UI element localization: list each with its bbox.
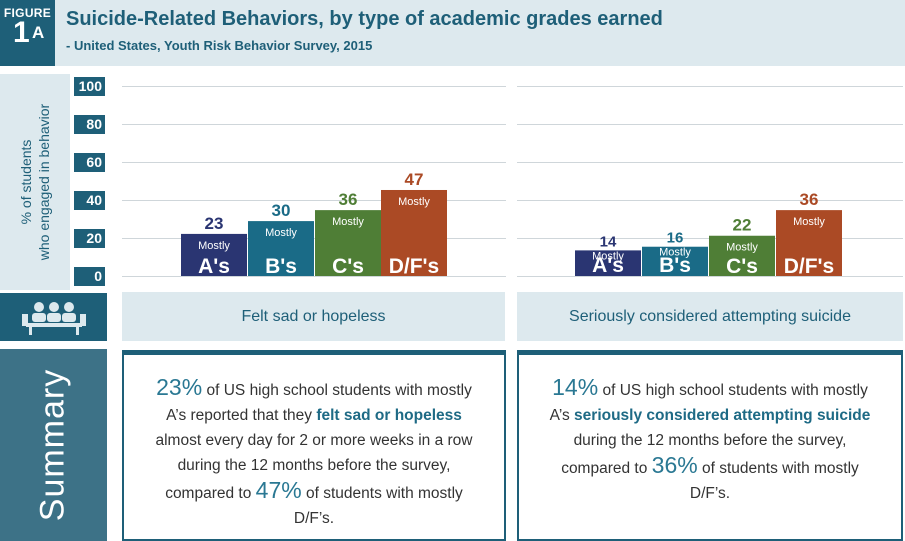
y-tick-label: 60	[74, 153, 105, 172]
bar	[575, 250, 641, 276]
bar-label-small: Mostly	[265, 227, 297, 239]
data-label: 22	[733, 216, 752, 235]
summary-stat: 14%	[552, 374, 599, 400]
y-tick-label: 20	[74, 229, 105, 248]
bar-label-small: Mostly	[793, 216, 825, 228]
bar-label-category: C's	[726, 255, 758, 278]
chart-subtitle: - United States, Youth Risk Behavior Sur…	[66, 38, 373, 53]
y-tick-label: 80	[74, 115, 105, 134]
bar-label-category: C's	[332, 255, 364, 278]
bar	[709, 235, 775, 276]
summary-panel: Summary	[0, 349, 107, 541]
summary-text: of students with mostly D/F’s.	[293, 485, 463, 527]
figure-number: 1	[13, 16, 30, 49]
chart-caption-1: Felt sad or hopeless	[122, 292, 505, 341]
header-band	[0, 0, 905, 66]
bar-label-small: Mostly	[659, 247, 691, 259]
bar	[315, 210, 381, 276]
chart-title: Suicide-Related Behaviors, by type of ac…	[66, 8, 663, 30]
y-tick-label: 40	[74, 191, 105, 210]
bar-label-small: Mostly	[332, 216, 364, 228]
data-label: 14	[600, 233, 617, 250]
data-label: 30	[272, 201, 291, 220]
summary-stat: 23%	[156, 374, 203, 400]
summary-emphasis: felt sad or hopeless	[316, 407, 462, 424]
summary-stat: 47%	[255, 477, 302, 503]
bar-label-category: B's	[659, 254, 691, 277]
summary-emphasis: seriously considered attempting suicide	[574, 407, 871, 424]
data-label: 47	[405, 170, 424, 189]
summary-text: of US high school students with mostly A…	[166, 382, 472, 424]
summary-text: almost every day for 2 or more weeks in …	[155, 432, 473, 502]
icon-panel	[0, 293, 107, 341]
summary-box-1: 23% of US high school students with most…	[122, 350, 506, 541]
bar-label-category: B's	[265, 255, 297, 278]
bar	[248, 221, 314, 276]
figure-badge: FIGURE 1 A	[0, 0, 55, 66]
bar-label-small: Mostly	[592, 250, 624, 262]
bar-label-category: A's	[592, 254, 624, 277]
bar-label-category: D/F's	[389, 255, 440, 278]
bar	[381, 189, 447, 276]
students-at-desks-icon	[22, 302, 86, 335]
data-label: 23	[205, 214, 224, 233]
summary-box-2: 14% of US high school students with most…	[517, 350, 903, 541]
bar-label-small: Mostly	[198, 240, 230, 252]
data-label: 36	[800, 190, 819, 209]
chart-caption-2: Seriously considered attempting suicide	[517, 292, 903, 341]
y-tick-label: 100	[74, 77, 105, 96]
y-axis-label-panel: % of students who engaged in behavior	[0, 74, 70, 290]
figure-sub: A	[32, 23, 45, 42]
data-label: 16	[667, 230, 684, 247]
bar	[181, 233, 247, 276]
summary-text: of students with mostly D/F’s.	[689, 460, 859, 502]
data-label: 36	[339, 190, 358, 209]
bar-chart: 23MostlyA's30MostlyB's36MostlyC's47Mostl…	[122, 86, 903, 278]
bar	[776, 210, 842, 276]
summary-label: Summary	[33, 368, 72, 522]
bar-label-category: A's	[198, 255, 230, 278]
y-tick-label: 0	[74, 267, 105, 286]
bar	[642, 246, 708, 276]
summary-stat: 36%	[651, 452, 698, 478]
summary-text: during the 12 months before the survey, …	[561, 432, 847, 477]
bar-label-small: Mostly	[726, 242, 758, 254]
figure-label: FIGURE	[3, 6, 52, 20]
summary-text: of US high school students with mostly A…	[549, 382, 868, 424]
bar-label-category: D/F's	[784, 255, 835, 278]
bar-label-small: Mostly	[398, 196, 430, 208]
